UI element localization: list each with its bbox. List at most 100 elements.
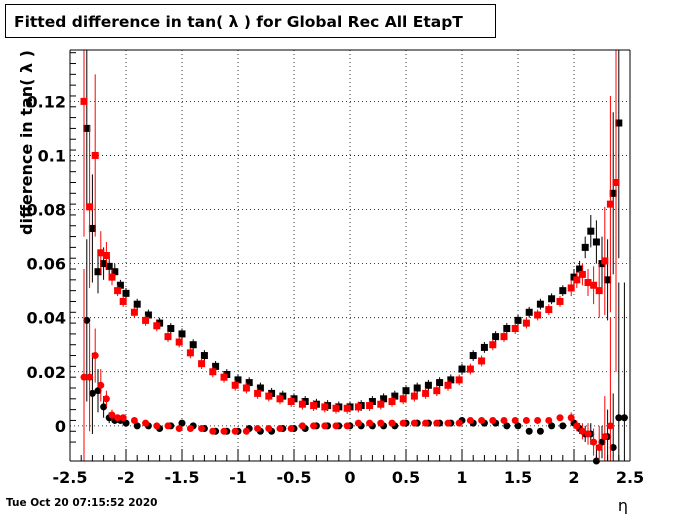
- data-point-square: [455, 376, 463, 384]
- data-point-square: [231, 381, 239, 389]
- data-point-square: [525, 308, 533, 316]
- y-tick-label: 0: [55, 417, 66, 436]
- data-point-circle: [332, 422, 340, 430]
- data-point-square: [548, 295, 556, 303]
- data-point-circle: [186, 425, 194, 433]
- data-point-square: [480, 343, 488, 351]
- y-tick-label: 0.02: [27, 363, 66, 382]
- data-point-circle: [609, 443, 617, 451]
- data-point-circle: [209, 427, 217, 435]
- data-point-square: [80, 97, 88, 105]
- data-point-square: [556, 297, 564, 305]
- x-tick-label: -2: [117, 468, 135, 487]
- data-point-square: [83, 124, 91, 132]
- data-point-circle: [114, 414, 122, 422]
- data-point-square: [164, 333, 172, 341]
- data-point-square: [86, 203, 94, 211]
- data-point-circle: [122, 419, 130, 427]
- data-point-square: [511, 325, 519, 333]
- data-point-square: [592, 238, 600, 246]
- data-point-circle: [94, 387, 102, 395]
- data-point-circle: [97, 381, 105, 389]
- date-stamp: Tue Oct 20 07:15:52 2020: [6, 497, 158, 509]
- data-point-square: [354, 403, 362, 411]
- x-tick-label: 2.5: [616, 468, 644, 487]
- data-point-square: [587, 227, 595, 235]
- data-point-circle: [601, 433, 609, 441]
- y-tick-label: 0.04: [27, 309, 66, 328]
- data-point-square: [200, 352, 208, 360]
- data-point-circle: [584, 430, 592, 438]
- data-point-square: [433, 387, 441, 395]
- data-point-square: [604, 276, 612, 284]
- data-point-circle: [366, 419, 374, 427]
- data-point-square: [91, 151, 99, 159]
- data-point-square: [536, 300, 544, 308]
- y-tick-label: 0.12: [27, 92, 66, 111]
- data-point-circle: [548, 422, 556, 430]
- data-point-square: [500, 333, 508, 341]
- data-point-circle: [590, 438, 598, 446]
- data-point-circle: [108, 411, 116, 419]
- data-point-square: [413, 384, 421, 392]
- data-point-square: [422, 389, 430, 397]
- y-tick-label: 0.06: [27, 255, 66, 274]
- x-tick-label: -1.5: [165, 468, 200, 487]
- data-point-circle: [86, 373, 94, 381]
- data-point-square: [220, 373, 228, 381]
- data-point-square: [584, 279, 592, 287]
- data-point-square: [458, 365, 466, 373]
- data-point-square: [612, 178, 620, 186]
- data-markers: [80, 50, 628, 465]
- data-point-square: [167, 325, 175, 333]
- data-point-square: [265, 392, 273, 400]
- data-point-circle: [500, 416, 508, 424]
- data-point-circle: [595, 443, 603, 451]
- axes: -2.5 -2 -1.5 -1 -0.5 0 0.5 1 1.5 2 2.5 0 0.02 0.04 0.0…: [17, 49, 644, 514]
- data-point-circle: [153, 422, 161, 430]
- data-point-square: [368, 398, 376, 406]
- y-tick-label: 0.1: [38, 146, 66, 165]
- data-point-square: [489, 341, 497, 349]
- data-point-circle: [573, 422, 581, 430]
- data-point-circle: [242, 427, 250, 435]
- data-point-circle: [466, 416, 474, 424]
- data-point-square: [242, 384, 250, 392]
- data-point-circle: [130, 416, 138, 424]
- data-point-circle: [377, 419, 385, 427]
- data-point-square: [111, 268, 119, 276]
- data-point-circle: [91, 352, 99, 360]
- x-tick-label: -2.5: [53, 468, 88, 487]
- data-point-square: [153, 322, 161, 330]
- data-point-circle: [119, 414, 127, 422]
- data-point-square: [377, 400, 385, 408]
- data-point-square: [114, 287, 122, 295]
- data-point-square: [606, 200, 614, 208]
- data-point-circle: [433, 419, 441, 427]
- x-tick-label: -1: [229, 468, 247, 487]
- data-point-square: [122, 289, 130, 297]
- data-point-square: [424, 381, 432, 389]
- data-point-circle: [410, 419, 418, 427]
- data-point-square: [447, 376, 455, 384]
- data-point-square: [105, 262, 113, 270]
- data-point-circle: [567, 414, 575, 422]
- x-axis-label: η: [618, 496, 628, 514]
- data-point-square: [514, 316, 522, 324]
- data-point-circle: [298, 422, 306, 430]
- data-point-circle: [514, 422, 522, 430]
- data-point-square: [198, 360, 206, 368]
- data-point-square: [178, 330, 186, 338]
- data-point-square: [321, 403, 329, 411]
- data-point-square: [212, 362, 220, 370]
- data-point-circle: [388, 419, 396, 427]
- data-point-square: [287, 398, 295, 406]
- data-point-square: [298, 400, 306, 408]
- x-tick-label: 1.5: [504, 468, 532, 487]
- data-point-circle: [556, 414, 564, 422]
- data-point-circle: [606, 422, 614, 430]
- data-point-square: [590, 281, 598, 289]
- y-tick-label: 0.08: [27, 201, 66, 220]
- data-point-square: [469, 352, 477, 360]
